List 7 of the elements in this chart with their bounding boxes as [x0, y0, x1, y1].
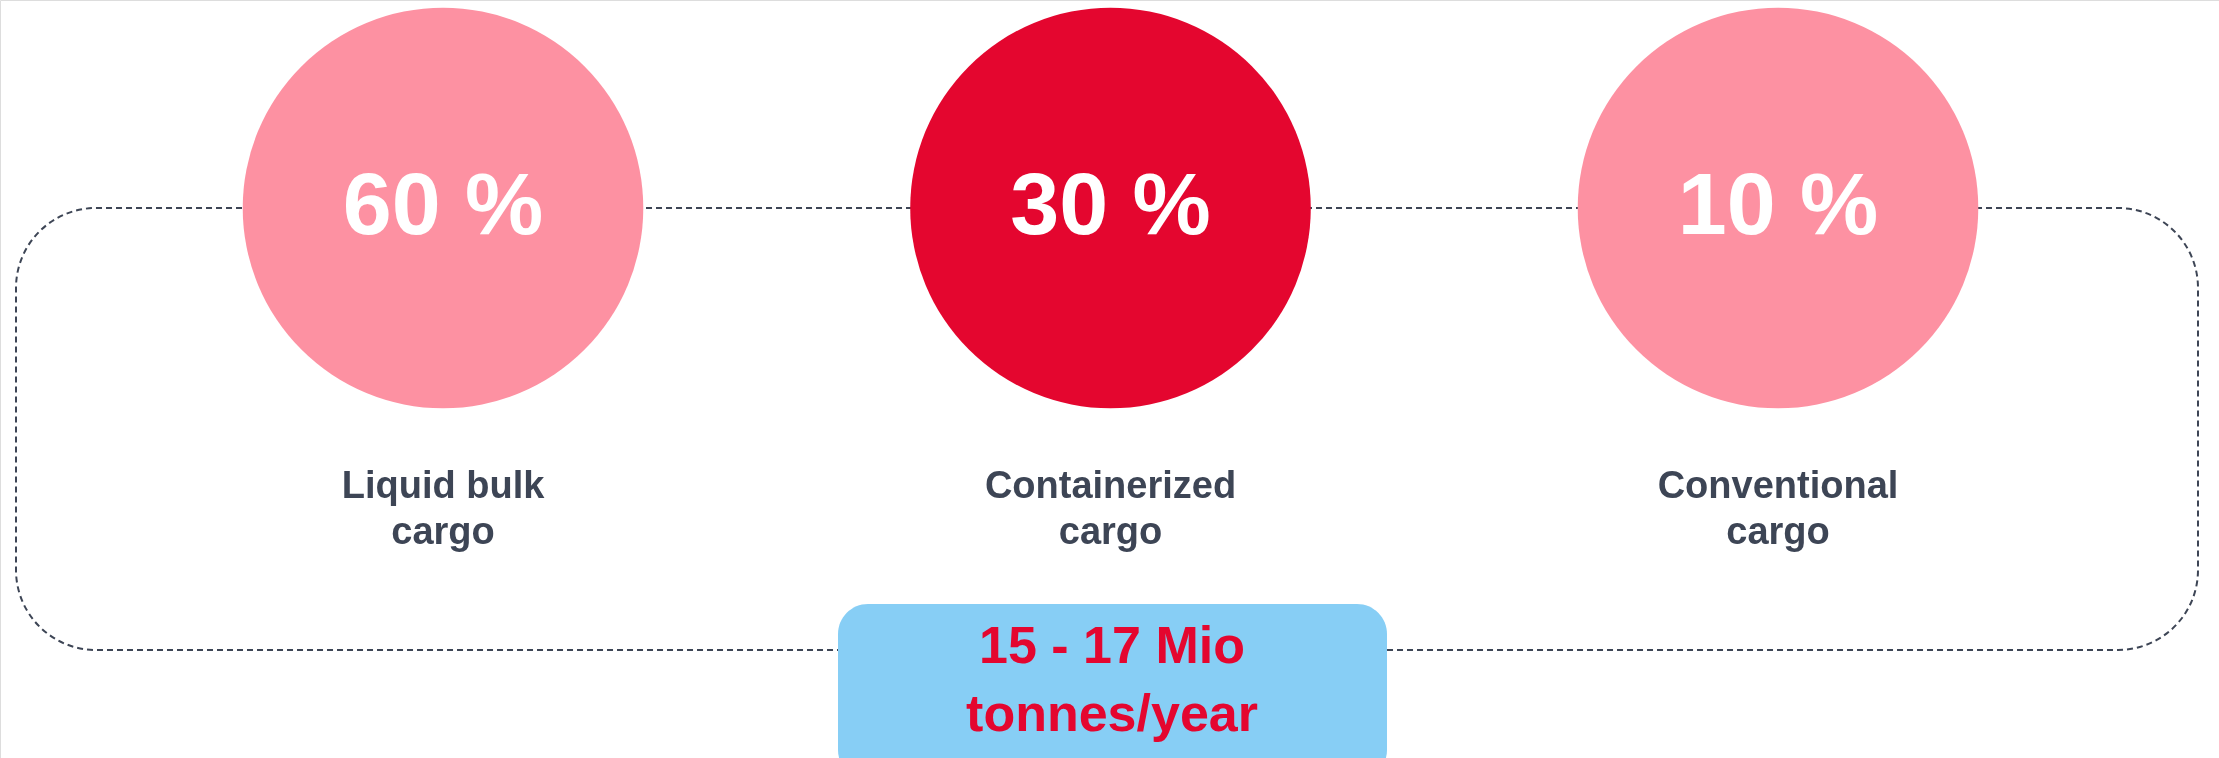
category-label: Conventional cargo: [1657, 464, 1899, 552]
data-label: 60 %: [342, 154, 544, 253]
data-label: 30 %: [1010, 154, 1211, 253]
category-label: Liquid bulk cargo: [341, 464, 546, 552]
category-label: Containerized cargo: [984, 464, 1237, 552]
data-label: 10 %: [1677, 154, 1879, 253]
text: 15 - 17 Mio tonnes/year: [966, 616, 1258, 742]
